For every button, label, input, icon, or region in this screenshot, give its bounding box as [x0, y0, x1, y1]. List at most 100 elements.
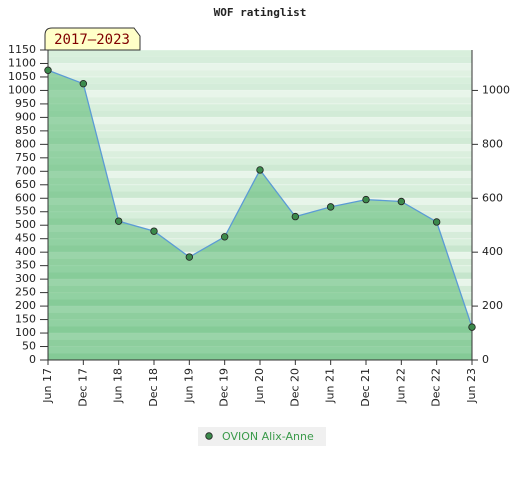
stripe	[48, 299, 472, 307]
y2-tick-label: 800	[482, 137, 503, 150]
stripe	[48, 151, 472, 158]
annotation: 2017–2023	[54, 32, 130, 48]
stripe	[48, 144, 472, 152]
stripe	[48, 326, 472, 334]
marker	[432, 218, 441, 226]
marker	[150, 227, 158, 235]
stripe	[48, 56, 472, 64]
stripe	[48, 333, 472, 340]
marker	[220, 233, 229, 241]
y-tick-label: 1150	[8, 43, 36, 56]
stripe	[48, 245, 472, 253]
y-tick-label: 900	[15, 110, 36, 123]
stripe	[48, 83, 472, 91]
stripe	[48, 198, 472, 205]
x-tick-label: Jun 19	[182, 368, 195, 404]
stripe	[48, 70, 472, 77]
x-tick-label: Dec 21	[359, 368, 372, 407]
stripe	[48, 218, 472, 226]
x-tick-label: Jun 17	[41, 368, 54, 404]
chart-title: WOF ratinglist	[214, 6, 307, 19]
stripe	[48, 292, 472, 300]
marker	[44, 66, 52, 74]
marker	[362, 195, 370, 204]
y-tick-label: 750	[15, 151, 36, 164]
stripe	[48, 76, 472, 84]
y-tick-label: 1000	[8, 83, 36, 96]
y-tick-label: 300	[15, 272, 36, 285]
marker	[256, 166, 264, 174]
stripe	[48, 258, 472, 266]
y-tick-label: 50	[22, 340, 36, 353]
stripe	[48, 225, 472, 232]
marker	[291, 212, 300, 221]
x-tick-label: Dec 19	[218, 368, 231, 407]
y-tick-label: 200	[15, 299, 36, 312]
y-tick-label: 500	[15, 218, 36, 231]
x-tick-label: Dec 17	[76, 368, 89, 407]
stripe	[48, 90, 472, 98]
stripe	[48, 97, 472, 104]
y-tick-label: 1100	[8, 56, 36, 69]
stripe	[48, 272, 472, 280]
stripe	[48, 124, 472, 131]
stripe	[48, 63, 472, 71]
y-tick-label: 550	[15, 205, 36, 218]
y-tick-label: 450	[15, 232, 36, 245]
stripe	[48, 110, 472, 118]
marker	[326, 203, 335, 211]
x-tick-label: Jun 21	[324, 368, 337, 404]
y-tick-label: 100	[15, 326, 36, 339]
x-tick-label: Jun 22	[394, 368, 407, 404]
stripe	[48, 211, 472, 219]
y-tick-label: 800	[15, 137, 36, 150]
stripe	[48, 205, 472, 212]
marker	[185, 253, 194, 261]
stripe	[48, 171, 472, 179]
y-tick-label: 1050	[8, 70, 36, 83]
x-tick-label: Jun 20	[253, 368, 266, 404]
stripe	[48, 252, 472, 259]
marker	[79, 79, 88, 88]
y-tick-label: 700	[15, 164, 36, 177]
y-tick-label: 150	[15, 313, 36, 326]
stripe	[48, 191, 472, 199]
stripe	[48, 184, 472, 192]
stripe	[48, 137, 472, 145]
legend-marker	[205, 432, 213, 440]
stripe	[48, 346, 472, 354]
annotation-box	[44, 27, 141, 51]
y-tick-label: 600	[15, 191, 36, 204]
y-tick-label: 250	[15, 286, 36, 299]
stripe	[48, 339, 472, 347]
x-tick-label: Dec 18	[147, 368, 160, 407]
y2-tick-label: 1000	[482, 83, 510, 96]
stripe	[48, 319, 472, 327]
marker	[468, 323, 476, 331]
y-tick-label: 0	[29, 353, 36, 366]
stripe	[48, 178, 472, 185]
y2-tick-label: 400	[482, 245, 503, 258]
marker	[114, 217, 123, 225]
y2-tick-label: 200	[482, 299, 503, 312]
x-tick-label: Dec 20	[288, 368, 301, 407]
stripe	[48, 130, 472, 138]
plot-area	[47, 49, 473, 361]
y-tick-label: 350	[15, 259, 36, 272]
y-tick-label: 850	[15, 124, 36, 137]
stripe	[48, 117, 472, 125]
area	[48, 70, 472, 360]
y-tick-label: 950	[15, 97, 36, 110]
marker	[397, 197, 406, 206]
y2-tick-label: 0	[482, 353, 489, 366]
stripe	[48, 103, 472, 111]
stripe	[48, 238, 472, 246]
x-tick-label: Dec 22	[430, 368, 443, 407]
stripe	[48, 285, 472, 293]
legend-label: OVION Alix-Anne	[222, 430, 314, 443]
legend-box	[198, 427, 326, 446]
stripe	[48, 353, 472, 360]
stripe	[48, 231, 472, 239]
stripe	[48, 306, 472, 313]
stripe	[48, 279, 472, 286]
